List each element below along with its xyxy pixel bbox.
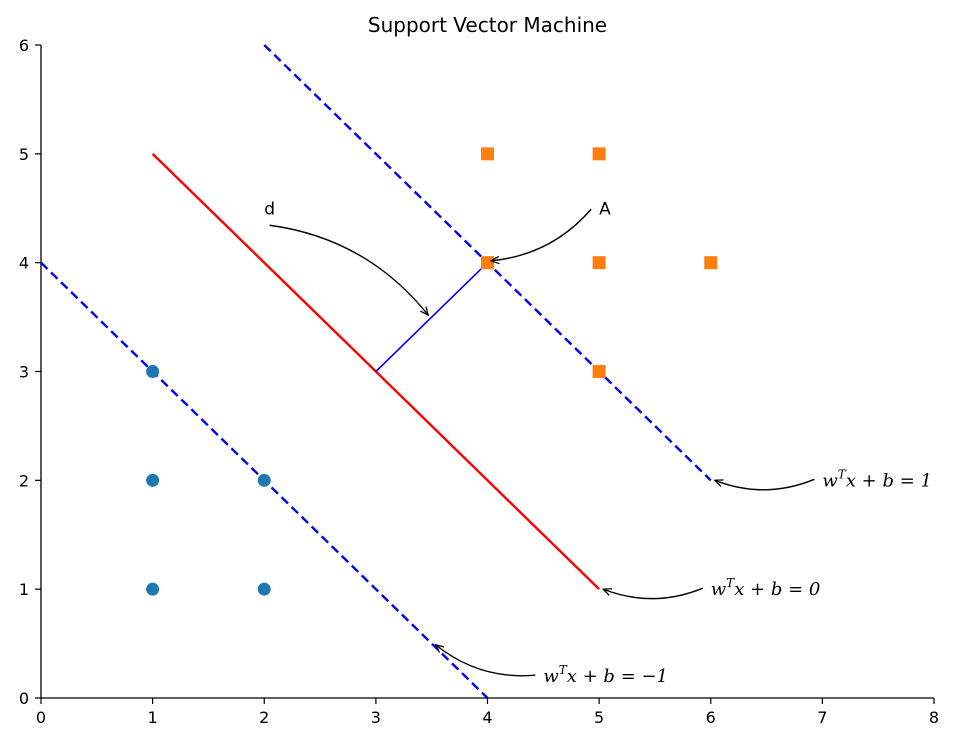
class-b-point — [592, 256, 606, 270]
class-a-point — [257, 582, 271, 596]
class-a-point — [257, 473, 271, 487]
points-layer — [146, 147, 718, 596]
x-tick-label: 4 — [482, 708, 492, 727]
annotation-label-d: d — [264, 199, 275, 219]
y-tick-label: 5 — [19, 145, 29, 164]
x-tick-label: 8 — [929, 708, 939, 727]
lines-layer — [40, 44, 712, 699]
y-tick-label: 4 — [19, 254, 29, 273]
annotation-arrow-minus1 — [436, 645, 536, 677]
chart-title: Support Vector Machine — [368, 13, 607, 37]
annotation-arrow-d — [269, 224, 429, 315]
class-a-point — [146, 473, 160, 487]
y-tick-label: 0 — [19, 689, 29, 708]
class-a-point — [146, 365, 160, 378]
annotation-arrow-zero — [603, 587, 704, 600]
class-b-point — [592, 365, 606, 378]
x-tick-label: 3 — [371, 708, 381, 727]
annotation-label-minus1: wTx + b = −1 — [543, 663, 668, 687]
axes: 0 1 2 3 4 5 6 7 8 0 1 2 3 4 5 6 — [19, 36, 939, 727]
annotation-arrow-plus1 — [715, 478, 815, 491]
annotation-label-zero: wTx + b = 0 — [711, 576, 821, 600]
x-tick-label: 5 — [594, 708, 604, 727]
y-tick-label: 3 — [19, 363, 29, 382]
class-a-point — [146, 582, 160, 596]
x-tick-label: 7 — [817, 708, 827, 727]
y-tick-label: 6 — [19, 36, 29, 55]
x-tick-label: 6 — [706, 708, 716, 727]
class-b-point — [481, 147, 494, 161]
annotation-arrow-A — [491, 208, 592, 261]
class-b-point — [481, 256, 494, 270]
x-tick-label: 2 — [259, 708, 269, 727]
x-tick-label: 1 — [148, 708, 158, 727]
x-tick-label: 0 — [36, 708, 46, 727]
class-b-point — [592, 147, 606, 161]
annotation-label-A: A — [599, 199, 611, 219]
annotation-label-plus1: wTx + b = 1 — [822, 467, 932, 491]
class-b-point — [704, 256, 718, 270]
distance-line — [375, 262, 489, 373]
y-tick-label: 1 — [19, 580, 29, 599]
y-tick-label: 2 — [19, 471, 29, 490]
